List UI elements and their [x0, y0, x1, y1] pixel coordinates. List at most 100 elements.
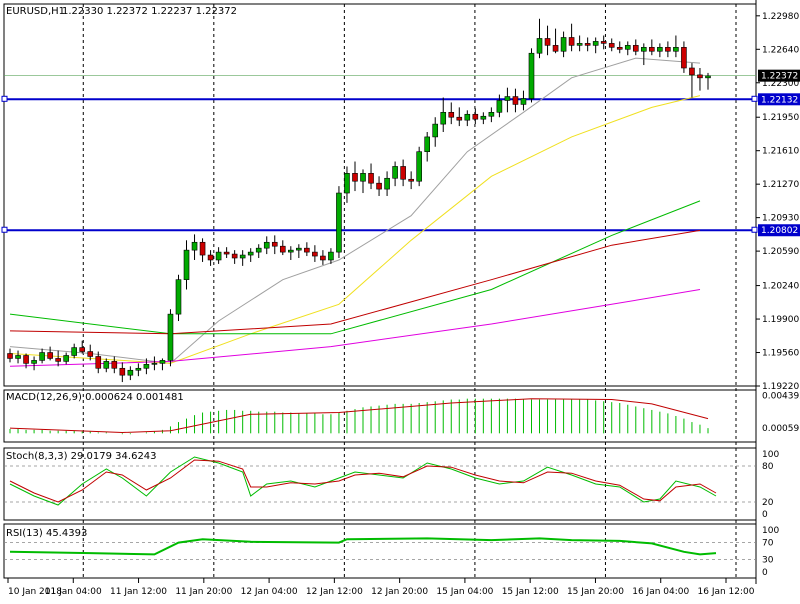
candle[interactable]: [199, 238, 206, 262]
candle[interactable]: [665, 41, 671, 58]
candle[interactable]: [87, 344, 94, 361]
candle[interactable]: [464, 110, 471, 127]
candle[interactable]: [167, 309, 174, 367]
candle[interactable]: [360, 169, 366, 194]
candle[interactable]: [111, 356, 118, 374]
candle[interactable]: [271, 235, 278, 255]
candle[interactable]: [480, 112, 487, 125]
candle-body-down: [223, 251, 230, 255]
candle[interactable]: [576, 35, 583, 52]
candle[interactable]: [215, 247, 222, 264]
candle[interactable]: [63, 352, 69, 365]
candle[interactable]: [47, 346, 53, 361]
candle[interactable]: [296, 244, 302, 259]
candle[interactable]: [328, 248, 334, 264]
candle[interactable]: [705, 72, 711, 90]
candle[interactable]: [392, 161, 398, 187]
candle[interactable]: [127, 366, 134, 381]
candle[interactable]: [368, 163, 374, 190]
candle[interactable]: [175, 274, 182, 322]
candle[interactable]: [119, 362, 126, 383]
candle[interactable]: [336, 186, 342, 259]
candle[interactable]: [79, 340, 86, 354]
candle[interactable]: [681, 41, 687, 73]
candle[interactable]: [440, 97, 447, 132]
candle[interactable]: [207, 250, 214, 266]
line-handle-left[interactable]: [1, 226, 8, 233]
candle[interactable]: [608, 38, 615, 52]
candle[interactable]: [552, 28, 559, 54]
candle[interactable]: [432, 117, 439, 147]
candle[interactable]: [223, 247, 230, 259]
candle[interactable]: [31, 356, 37, 371]
candle[interactable]: [304, 242, 310, 257]
candle[interactable]: [504, 87, 511, 113]
candle[interactable]: [231, 250, 238, 264]
candle[interactable]: [159, 358, 166, 371]
line-handle-right[interactable]: [751, 226, 758, 233]
candle[interactable]: [151, 356, 158, 371]
candle[interactable]: [39, 348, 45, 364]
candle[interactable]: [135, 363, 142, 377]
candle[interactable]: [616, 41, 623, 54]
candle[interactable]: [649, 39, 655, 56]
candle[interactable]: [408, 171, 414, 190]
time-tick-label: 15 Jan 12:00: [502, 587, 559, 597]
candle[interactable]: [496, 94, 503, 118]
candle[interactable]: [416, 146, 422, 187]
candle[interactable]: [592, 37, 599, 54]
candle[interactable]: [584, 37, 591, 52]
candle[interactable]: [288, 246, 294, 260]
rsi-panel[interactable]: 100 70 30 0 RSI(13) 45.4393: [4, 526, 779, 578]
candle[interactable]: [183, 240, 190, 290]
candle[interactable]: [384, 171, 390, 196]
candle[interactable]: [312, 245, 318, 262]
candle[interactable]: [344, 166, 350, 203]
line-handle-right[interactable]: [751, 95, 758, 102]
stochastic-panel[interactable]: 100 80 20 0 Stoch(8,3,3) 29.0179 34.6243: [4, 450, 779, 520]
candle[interactable]: [239, 250, 246, 266]
macd-panel[interactable]: 0.004392 0.000591 MACD(12,26,9) 0.000624 …: [6, 391, 800, 434]
candle[interactable]: [600, 35, 607, 50]
candle[interactable]: [528, 48, 535, 103]
candle[interactable]: [488, 107, 495, 123]
line-handle-left[interactable]: [1, 95, 8, 102]
candle[interactable]: [15, 350, 21, 364]
candle[interactable]: [352, 161, 358, 192]
candle[interactable]: [689, 63, 695, 98]
candle[interactable]: [23, 353, 29, 369]
candle[interactable]: [544, 25, 551, 56]
candle[interactable]: [279, 240, 286, 256]
candle[interactable]: [143, 358, 150, 375]
candle[interactable]: [448, 102, 455, 125]
candle[interactable]: [657, 43, 663, 58]
candle[interactable]: [247, 248, 254, 262]
candle[interactable]: [103, 358, 110, 373]
candle[interactable]: [560, 31, 567, 58]
candle[interactable]: [376, 176, 382, 196]
candle[interactable]: [263, 236, 270, 255]
moving-average-line-5: [9, 289, 701, 367]
candle[interactable]: [472, 108, 479, 125]
candle[interactable]: [424, 131, 430, 162]
candle[interactable]: [624, 41, 631, 56]
candle[interactable]: [7, 348, 13, 363]
candle[interactable]: [632, 39, 639, 56]
candle[interactable]: [568, 23, 575, 52]
candle[interactable]: [255, 244, 262, 259]
candle[interactable]: [520, 90, 527, 111]
candle[interactable]: [697, 67, 703, 91]
candle[interactable]: [641, 43, 647, 66]
candle[interactable]: [71, 343, 77, 359]
price-panel[interactable]: 1.22980 1.22640 1.22300 1.21950 1.21610 1.212…: [1, 6, 800, 392]
candle[interactable]: [673, 35, 679, 58]
candle[interactable]: [400, 159, 406, 187]
candle[interactable]: [191, 234, 198, 260]
candle[interactable]: [55, 350, 61, 367]
candle[interactable]: [512, 88, 519, 113]
candle[interactable]: [320, 250, 326, 265]
candle[interactable]: [456, 107, 463, 127]
candle[interactable]: [536, 18, 543, 59]
moving-average-line-4: [9, 229, 701, 335]
candle[interactable]: [95, 351, 102, 374]
